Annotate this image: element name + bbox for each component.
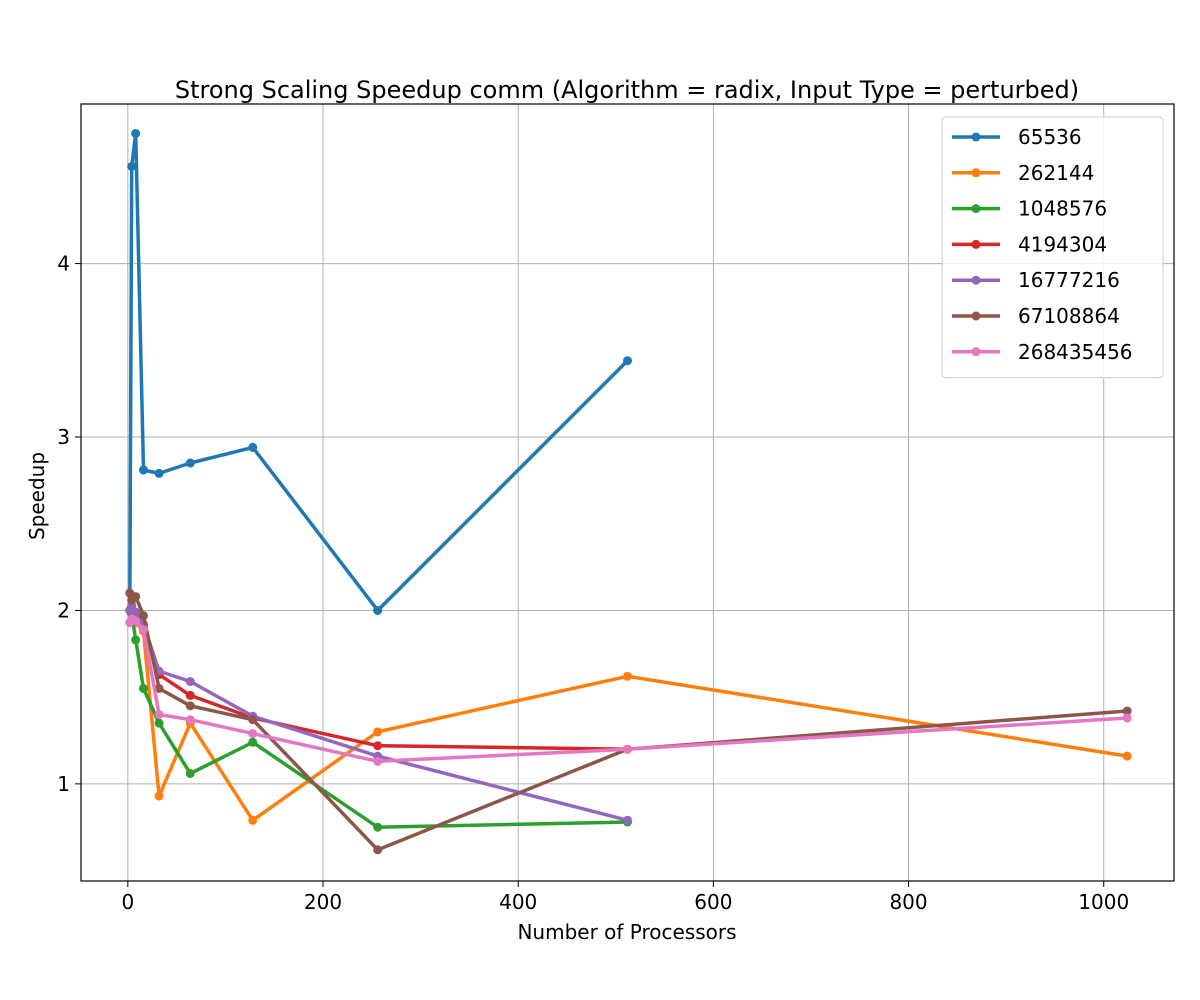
x-tick-label: 1000	[1078, 890, 1129, 914]
data-point	[131, 635, 141, 645]
legend: 65536 262144 1048576 4194304 16777216 6710886…	[941, 116, 1164, 379]
x-tick-label: 600	[694, 890, 732, 914]
y-tick-label: 4	[57, 252, 70, 276]
data-point	[154, 468, 164, 478]
legend-marker	[971, 204, 981, 214]
data-point	[373, 605, 383, 615]
legend-marker	[971, 239, 981, 249]
data-point	[138, 683, 148, 693]
data-point	[373, 727, 383, 737]
y-tick-label: 2	[57, 598, 70, 622]
legend-label: 1048576	[1018, 197, 1107, 221]
legend-entry: 65536	[952, 125, 1082, 149]
x-tick-label: 0	[121, 890, 134, 914]
chart-title: Strong Scaling Speedup comm (Algorithm =…	[175, 76, 1079, 104]
x-tick-label: 400	[499, 890, 537, 914]
data-point	[1122, 751, 1132, 761]
data-point	[131, 607, 141, 617]
data-point	[131, 616, 141, 626]
data-point	[185, 768, 195, 778]
data-point	[185, 458, 195, 468]
data-point	[248, 715, 258, 725]
data-point	[1122, 706, 1132, 716]
plot-frame	[80, 103, 1175, 882]
data-point	[248, 729, 258, 739]
legend-entry: 67108864	[952, 304, 1120, 328]
data-point	[185, 701, 195, 711]
data-point	[127, 161, 137, 171]
legend-label: 67108864	[1018, 304, 1120, 328]
x-ticks: 0 200 400 600 800 1000	[121, 881, 1129, 914]
data-point	[248, 442, 258, 452]
y-tick-label: 3	[57, 425, 70, 449]
data-point	[138, 465, 148, 475]
data-point	[623, 744, 632, 754]
legend-entry: 1048576	[952, 197, 1107, 221]
y-ticks: 1 2 3 4	[57, 252, 81, 796]
legend-marker	[971, 168, 981, 178]
legend-label: 268435456	[1018, 340, 1133, 364]
data-point	[131, 128, 141, 138]
legend-entry: 262144	[952, 161, 1094, 185]
legend-marker	[971, 311, 981, 321]
y-tick-label: 1	[57, 772, 70, 796]
legend-label: 4194304	[1018, 232, 1107, 256]
data-point	[248, 737, 258, 747]
x-tick-label: 200	[304, 890, 342, 914]
legend-box	[941, 116, 1164, 379]
y-axis-label: Speedup	[25, 452, 49, 540]
data-point	[373, 822, 383, 832]
legend-marker	[971, 132, 981, 142]
legend-marker	[971, 347, 981, 357]
data-point	[185, 715, 195, 725]
data-point	[248, 815, 258, 825]
data-point	[154, 683, 164, 693]
data-point	[623, 815, 632, 825]
data-point	[373, 741, 383, 751]
data-point	[154, 791, 164, 801]
data-point	[185, 677, 195, 687]
data-point	[1122, 713, 1132, 723]
legend-label: 16777216	[1018, 268, 1120, 292]
data-point	[154, 718, 164, 728]
series-268435456	[125, 614, 1132, 766]
legend-marker	[971, 275, 981, 285]
legend-entry: 4194304	[952, 232, 1107, 256]
series-65536	[125, 128, 632, 615]
data-point	[138, 611, 148, 621]
data-point	[138, 625, 148, 635]
x-tick-label: 800	[889, 890, 927, 914]
data-point	[131, 592, 141, 602]
legend-label: 262144	[1018, 161, 1094, 185]
series-layer	[125, 128, 1132, 855]
data-point	[373, 756, 383, 766]
legend-label: 65536	[1018, 125, 1082, 149]
legend-entry: 268435456	[952, 340, 1133, 364]
data-point	[623, 671, 632, 681]
x-axis-label: Number of Processors	[517, 920, 736, 944]
data-point	[185, 690, 195, 700]
legend-entry: 16777216	[952, 268, 1120, 292]
data-point	[154, 710, 164, 719]
data-point	[623, 356, 632, 366]
data-point	[373, 845, 383, 855]
